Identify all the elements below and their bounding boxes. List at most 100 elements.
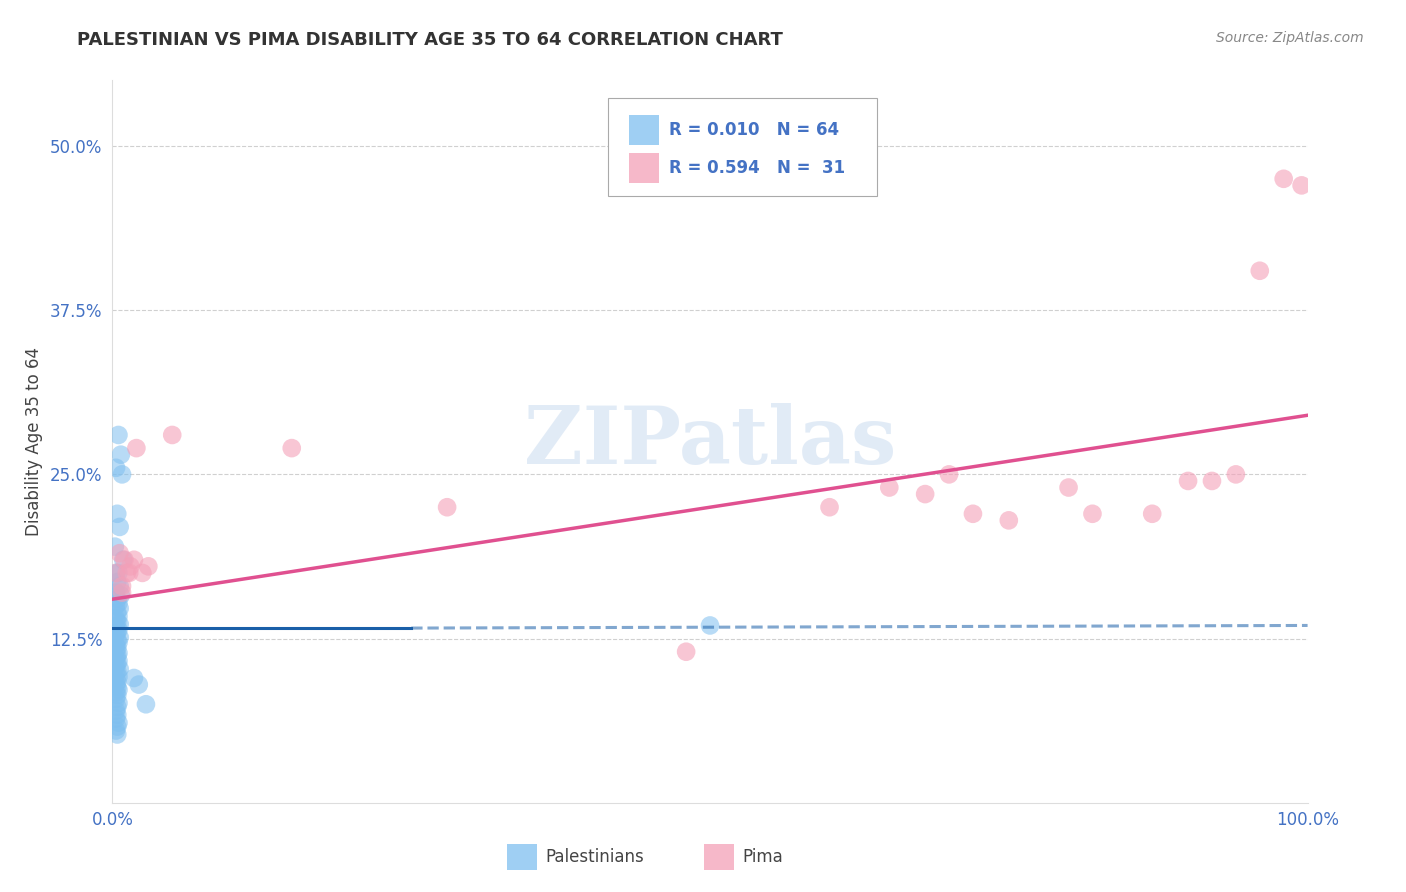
Point [107, 566, 129, 580]
Point [110, 588, 132, 602]
Point [122, 671, 145, 685]
Point [105, 620, 128, 634]
Point [105, 566, 128, 580]
Text: Palestinians: Palestinians [546, 848, 644, 866]
Point [108, 520, 131, 534]
Bar [628, 115, 658, 145]
Point [107, 623, 129, 637]
Point [120, 559, 142, 574]
Point [105, 638, 128, 652]
Point [107, 670, 129, 684]
Point [938, 467, 960, 482]
Bar [704, 844, 734, 870]
Point [118, 566, 141, 580]
Point [105, 657, 128, 671]
Point [105, 688, 128, 702]
Text: Pima: Pima [742, 848, 783, 866]
Point [107, 682, 129, 697]
Point [104, 540, 127, 554]
Point [105, 692, 128, 706]
Point [105, 675, 128, 690]
Point [105, 599, 128, 613]
Text: ZIPatlas: ZIPatlas [524, 402, 896, 481]
Point [105, 643, 128, 657]
Point [105, 723, 128, 738]
Point [108, 662, 131, 676]
Point [115, 566, 138, 580]
Point [105, 699, 128, 714]
Point [111, 579, 134, 593]
Point [818, 500, 841, 515]
Point [105, 680, 128, 694]
Point [131, 566, 153, 580]
Point [138, 559, 160, 574]
Point [675, 645, 697, 659]
Point [1142, 507, 1164, 521]
Point [105, 659, 128, 673]
Point [105, 585, 128, 599]
Point [699, 618, 721, 632]
Point [114, 553, 135, 567]
Point [122, 553, 145, 567]
Point [105, 720, 128, 734]
Point [105, 615, 128, 629]
Point [105, 632, 128, 647]
Point [914, 487, 936, 501]
Point [281, 441, 304, 455]
Point [105, 651, 128, 665]
Text: PALESTINIAN VS PIMA DISABILITY AGE 35 TO 64 CORRELATION CHART: PALESTINIAN VS PIMA DISABILITY AGE 35 TO… [77, 31, 783, 49]
Point [111, 585, 134, 599]
Point [105, 685, 128, 699]
Point [1225, 467, 1247, 482]
Text: Source: ZipAtlas.com: Source: ZipAtlas.com [1216, 31, 1364, 45]
Point [105, 507, 128, 521]
Point [108, 630, 131, 644]
Point [962, 507, 984, 521]
Point [105, 575, 128, 590]
Point [105, 566, 128, 580]
Point [110, 448, 132, 462]
Point [135, 698, 157, 712]
Point [105, 592, 128, 607]
Point [998, 513, 1021, 527]
Point [107, 635, 129, 649]
Point [1177, 474, 1199, 488]
Point [162, 428, 183, 442]
Point [105, 667, 128, 681]
Point [107, 646, 129, 660]
Point [105, 625, 128, 640]
Point [105, 627, 128, 641]
Point [1291, 178, 1313, 193]
Bar [628, 153, 658, 183]
Point [108, 579, 131, 593]
Point [108, 601, 131, 615]
FancyBboxPatch shape [609, 98, 877, 196]
Point [105, 460, 128, 475]
Point [1201, 474, 1223, 488]
Point [107, 609, 129, 624]
Point [105, 727, 128, 741]
Text: R = 0.594   N =  31: R = 0.594 N = 31 [669, 159, 845, 177]
Point [107, 596, 129, 610]
Point [1272, 171, 1295, 186]
Point [105, 648, 128, 663]
Point [1081, 507, 1104, 521]
Point [107, 715, 129, 730]
Point [107, 654, 129, 668]
Point [108, 617, 131, 632]
Point [436, 500, 458, 515]
Point [105, 677, 128, 691]
Text: R = 0.010   N = 64: R = 0.010 N = 64 [669, 121, 839, 139]
Point [105, 704, 128, 718]
Point [111, 467, 134, 482]
Point [105, 612, 128, 626]
Bar [508, 844, 537, 870]
Y-axis label: Disability Age 35 to 64: Disability Age 35 to 64 [25, 347, 44, 536]
Point [128, 677, 150, 691]
Point [1057, 481, 1080, 495]
Point [105, 673, 128, 687]
Point [112, 553, 135, 567]
Point [1249, 264, 1271, 278]
Point [105, 707, 128, 722]
Point [108, 546, 131, 560]
